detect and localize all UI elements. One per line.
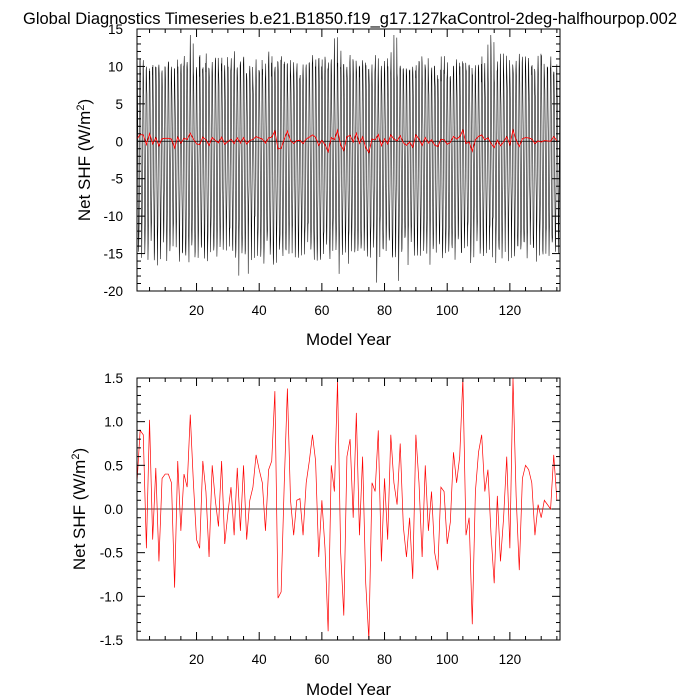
top-y-axis-title: Net SHF (W/m2) <box>75 99 94 221</box>
y-tick-label: 0.5 <box>104 458 123 473</box>
y-tick-label: 0.0 <box>104 502 123 517</box>
top-plot-frame <box>136 28 561 292</box>
annual-mean-line <box>136 128 558 154</box>
y-tick-label: 15 <box>108 22 123 37</box>
bottom-y-axis-title: Net SHF (W/m2) <box>70 448 89 570</box>
top-y-axis-title-close: ) <box>75 99 94 105</box>
x-tick-label: 20 <box>189 303 204 318</box>
bottom-x-axis-title: Model Year <box>306 680 391 699</box>
x-tick-label: 60 <box>314 303 329 318</box>
annual-mean-line <box>136 377 558 641</box>
top-y-axis-title-main: Net SHF (W/m <box>75 111 94 222</box>
top-y-axis-title-superscript: 2 <box>75 105 87 111</box>
x-tick-label: 60 <box>314 652 329 667</box>
monthly-series-line <box>136 34 561 283</box>
x-tick-label: 40 <box>252 652 267 667</box>
x-tick-label: 40 <box>252 303 267 318</box>
y-tick-label: 1.5 <box>104 371 123 386</box>
y-tick-label: -20 <box>103 284 123 299</box>
y-tick-label: 10 <box>108 59 123 74</box>
y-tick-label: -15 <box>103 247 123 262</box>
y-tick-label: -10 <box>103 209 123 224</box>
y-tick-label: 1.0 <box>104 415 123 430</box>
top-tick-labels: 20 40 60 80 100 120 15 10 5 0 -5 -10 -15 -20 <box>103 22 521 318</box>
top-x-axis-title: Model Year <box>306 330 391 349</box>
top-panel: 20 40 60 80 100 120 15 10 5 0 -5 -10 -15 -20 Model Ye… <box>75 22 561 349</box>
y-tick-label: -1.0 <box>100 589 123 604</box>
bottom-tick-labels: 20 40 60 80 100 120 1.5 1.0 0.5 0.0 -0.5 -1.0 -1.5 <box>100 371 521 667</box>
bottom-y-axis-title-close: ) <box>70 448 89 454</box>
x-tick-label: 80 <box>377 303 392 318</box>
x-tick-label: 100 <box>436 303 459 318</box>
y-tick-label: -0.5 <box>100 546 123 561</box>
x-tick-label: 120 <box>499 652 522 667</box>
bottom-y-axis-title-superscript: 2 <box>70 454 82 460</box>
annual-series-line <box>136 128 558 154</box>
top-tick-marks <box>137 28 560 292</box>
x-tick-label: 20 <box>189 652 204 667</box>
bottom-panel: 20 40 60 80 100 120 1.5 1.0 0.5 0.0 -0.5 -1.0 -1.5 M… <box>70 371 561 699</box>
x-tick-label: 100 <box>436 652 459 667</box>
y-tick-label: 5 <box>115 97 123 112</box>
bottom-y-axis-title-main: Net SHF (W/m <box>70 460 89 571</box>
y-tick-label: -5 <box>111 172 123 187</box>
bottom-plot-frame <box>136 377 561 641</box>
monthly-mean-line <box>136 34 561 283</box>
y-tick-label: -1.5 <box>100 633 123 648</box>
y-tick-label: 0 <box>115 134 123 149</box>
chart-title: Global Diagnostics Timeseries b.e21.B185… <box>23 10 677 28</box>
x-tick-label: 120 <box>499 303 522 318</box>
x-tick-label: 80 <box>377 652 392 667</box>
annual-series-line <box>136 377 558 641</box>
